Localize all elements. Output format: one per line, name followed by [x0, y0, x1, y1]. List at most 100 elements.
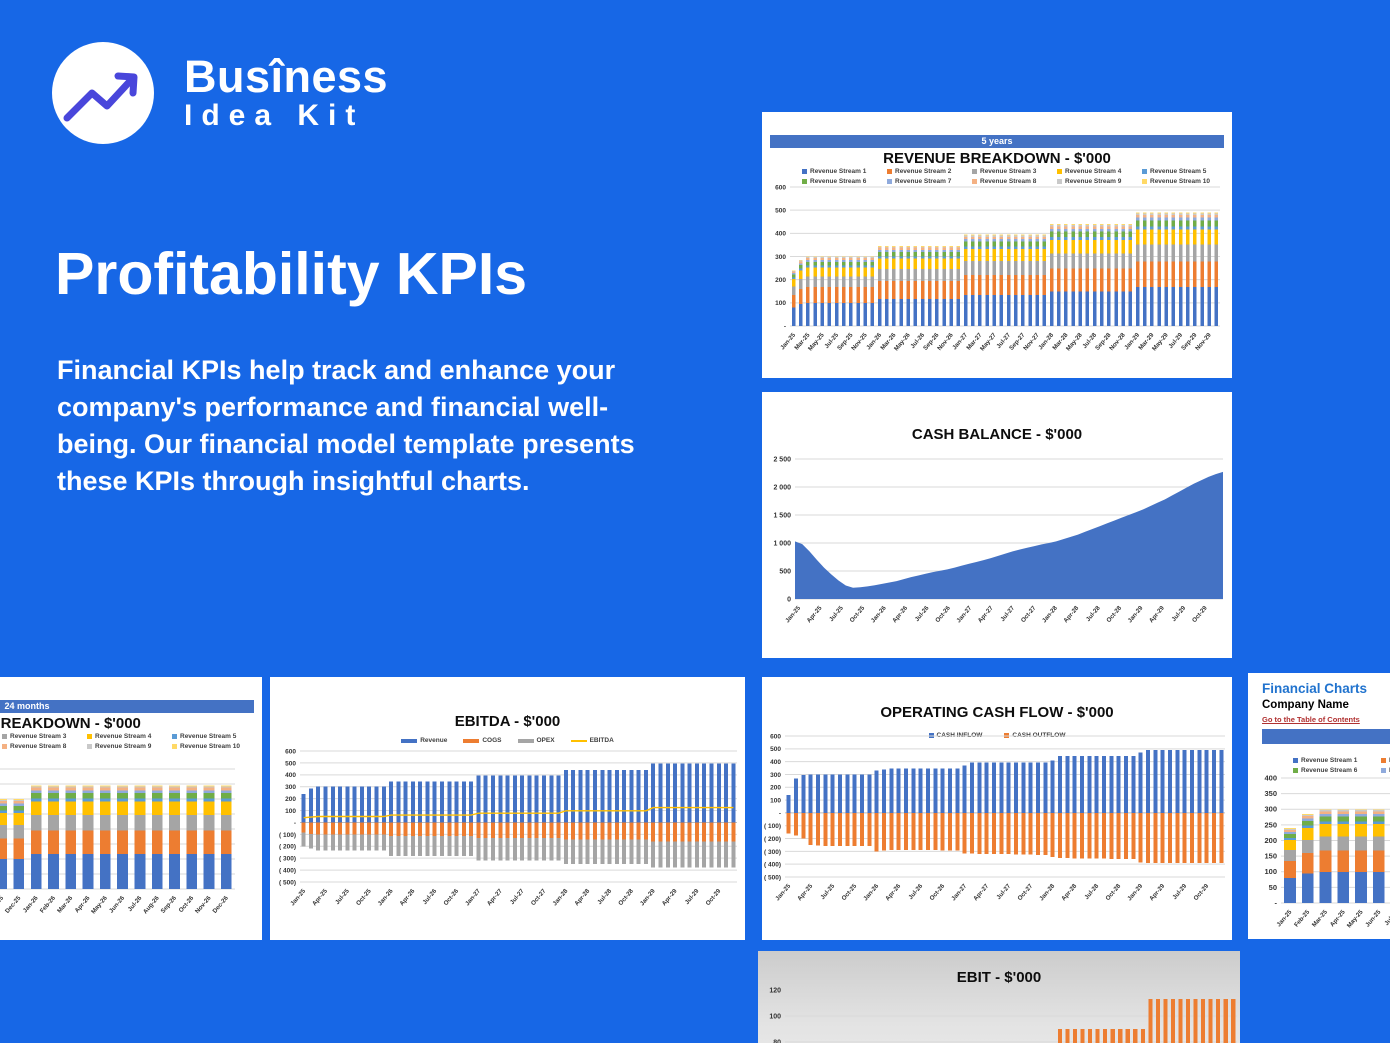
svg-text:200: 200 — [770, 785, 781, 792]
svg-text:( 100): ( 100) — [764, 823, 781, 830]
svg-text:400: 400 — [285, 772, 296, 779]
svg-text:May-27: May-27 — [979, 331, 998, 352]
sheet-tab-bar[interactable] — [1262, 729, 1390, 744]
legend-label: Revenue Stream 4 — [1065, 168, 1122, 175]
cash-balance-card: CASH BALANCE - $'000 2 500 2 000 1 500 1 00… — [762, 392, 1232, 658]
svg-text:Mar-25: Mar-25 — [1311, 908, 1330, 928]
svg-text:Jan-26: Jan-26 — [862, 882, 880, 902]
svg-text:Jan-25: Jan-25 — [289, 887, 307, 907]
svg-text:( 400): ( 400) — [764, 862, 781, 869]
legend-marker-icon — [87, 734, 92, 739]
svg-text:Jul-29: Jul-29 — [1171, 882, 1188, 901]
legend-item: Revenue Stream 10 — [1142, 178, 1227, 185]
svg-text:500: 500 — [770, 746, 781, 753]
svg-text:May-28: May-28 — [1065, 331, 1084, 352]
svg-text:Apr-29: Apr-29 — [661, 887, 679, 907]
svg-text:80: 80 — [773, 1039, 781, 1043]
svg-text:300: 300 — [1264, 805, 1277, 814]
sheet-tab-24months[interactable]: 24 months — [0, 700, 254, 713]
legend-label: Revenue Stream 4 — [95, 733, 152, 740]
legend-label: Revenue Stream 2 — [895, 168, 952, 175]
svg-text:600: 600 — [285, 748, 296, 755]
svg-text:300: 300 — [770, 772, 781, 779]
chart-title: REVENUE BREAKDOWN - $'000 — [0, 715, 141, 732]
svg-text:0: 0 — [787, 596, 791, 603]
legend-item: Revenue Stream 8 — [2, 743, 87, 750]
legend-item: Revenue Stream 3 — [972, 168, 1057, 175]
svg-text:150: 150 — [1264, 852, 1277, 861]
legend-label: Revenue Stream 6 — [1301, 767, 1358, 774]
legend-marker-icon — [517, 738, 534, 743]
svg-text:600: 600 — [775, 184, 786, 191]
revenue-breakdown-5y-chart: 600500400300200100-Jan-25Mar-25May-25Jul… — [775, 184, 1220, 352]
svg-text:Apr-26: Apr-26 — [891, 604, 909, 624]
svg-text:250: 250 — [1264, 820, 1277, 829]
svg-text:Jul-29: Jul-29 — [1170, 604, 1187, 623]
svg-text:Oct-26: Oct-26 — [928, 882, 946, 902]
legend-label: Revenue Stream 5 — [180, 733, 237, 740]
svg-text:Apr-27: Apr-27 — [972, 882, 990, 902]
brand-word-2: Idea Kit — [184, 99, 365, 133]
svg-text:Oct-29: Oct-29 — [1191, 604, 1209, 624]
sheet-tab-5years[interactable]: 5 years — [770, 135, 1224, 148]
svg-text:400: 400 — [775, 231, 786, 238]
legend-label: Revenue Stream 7 — [895, 178, 952, 185]
legend-marker-icon — [887, 179, 892, 184]
chart-legend: Revenue COGS OPEX EBITDA — [270, 737, 745, 744]
svg-text:120: 120 — [769, 987, 781, 994]
svg-text:( 300): ( 300) — [279, 856, 296, 863]
ebit-card: EBIT - $'000 12010080604020-Jan-25Apr-25… — [758, 951, 1240, 1043]
svg-text:Jan-28: Jan-28 — [551, 887, 569, 907]
svg-text:Jul-25: Jul-25 — [334, 887, 351, 906]
svg-text:Jul-27: Jul-27 — [999, 604, 1016, 623]
legend-item: Revenue Stream 6 — [802, 178, 887, 185]
brand-word-1: Busîness — [184, 50, 389, 102]
svg-text:Apr-25: Apr-25 — [796, 882, 814, 902]
svg-text:100: 100 — [775, 300, 786, 307]
legend-label: OPEX — [536, 737, 555, 744]
legend-marker-icon — [972, 179, 977, 184]
svg-text:400: 400 — [1264, 773, 1277, 782]
svg-text:Jan-26: Jan-26 — [870, 604, 888, 624]
svg-text:Jan-25: Jan-25 — [1275, 908, 1293, 928]
svg-text:Jan-27: Jan-27 — [955, 604, 973, 624]
company-name: Company Name — [1262, 699, 1349, 711]
svg-text:2 500: 2 500 — [773, 456, 791, 463]
brand-wordmark: Busîness Idea Kit — [184, 50, 389, 133]
legend-label: Revenue Stream 8 — [10, 743, 67, 750]
brand-logo — [52, 42, 154, 144]
chart-title: OPERATING CASH FLOW - $'000 — [880, 704, 1114, 721]
svg-text:Feb-26: Feb-26 — [39, 894, 58, 914]
svg-text:2 000: 2 000 — [773, 484, 791, 491]
svg-text:100: 100 — [770, 797, 781, 804]
svg-text:Jan-28: Jan-28 — [1041, 604, 1059, 624]
chart-title: REVENUE BREAKDOWN - $'000 — [883, 150, 1111, 167]
svg-text:Jul-29: Jul-29 — [684, 887, 701, 906]
legend-marker-icon — [1381, 768, 1386, 773]
chart-title: EBIT - $'000 — [956, 969, 1042, 986]
svg-text:500: 500 — [285, 760, 296, 767]
svg-text:( 200): ( 200) — [764, 836, 781, 843]
svg-text:Oct-28: Oct-28 — [1105, 604, 1123, 624]
svg-text:Jul-27: Jul-27 — [509, 887, 526, 906]
legend-item: OPEX — [517, 737, 555, 744]
svg-text:-: - — [784, 323, 786, 330]
svg-text:Jan-28: Jan-28 — [1038, 882, 1056, 902]
legend-marker-icon — [401, 738, 418, 743]
svg-text:( 100): ( 100) — [279, 832, 296, 839]
legend-marker-icon — [802, 169, 807, 174]
svg-text:Jul-26: Jul-26 — [914, 604, 931, 623]
svg-text:Jan-29: Jan-29 — [1126, 882, 1144, 902]
legend-item: Revenue Stream 4 — [1057, 168, 1142, 175]
svg-text:Apr-29: Apr-29 — [1148, 604, 1166, 624]
legend-marker-icon — [570, 739, 587, 742]
svg-text:Jul-25: Jul-25 — [819, 882, 836, 901]
svg-text:Oct-25: Oct-25 — [849, 604, 867, 624]
legend-item: Revenue Stream 6 — [1293, 767, 1381, 774]
legend-label: Revenue Stream 1 — [1301, 757, 1358, 764]
financial-charts-page-card: Financial Charts Company Name Go to the … — [1248, 673, 1390, 939]
svg-text:200: 200 — [775, 277, 786, 284]
table-of-contents-link[interactable]: Go to the Table of Contents — [1262, 715, 1360, 724]
trend-arrow-icon — [63, 72, 138, 122]
